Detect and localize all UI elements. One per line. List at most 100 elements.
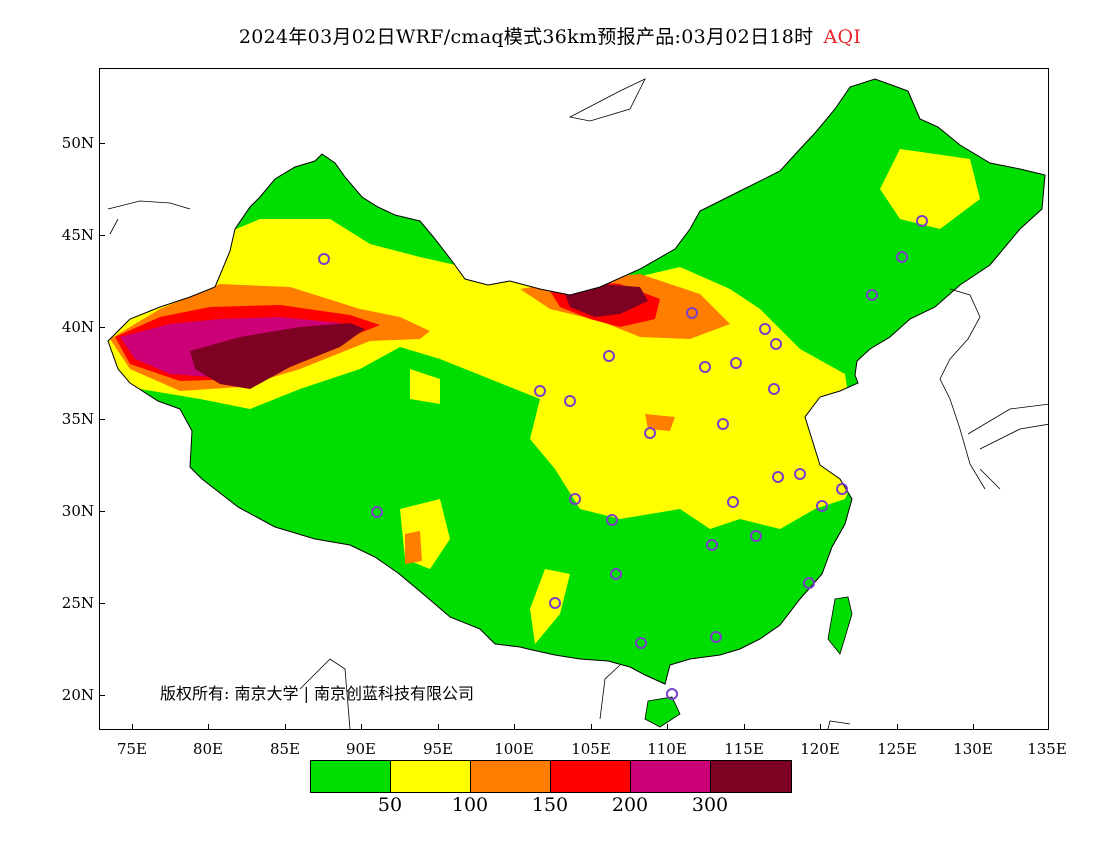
station-marker: [772, 471, 784, 483]
station-marker: [666, 688, 678, 700]
station-marker: [803, 577, 815, 589]
station-marker: [564, 395, 576, 407]
station-marker: [794, 468, 806, 480]
lon-tick: [744, 724, 745, 730]
aqi-legend: [310, 760, 792, 793]
lat-label-30n: 30N: [61, 502, 94, 520]
copyright-notice: 版权所有: 南京大学 | 南京创蓝科技有限公司: [160, 684, 475, 703]
lat-label-50n: 50N: [61, 134, 94, 152]
lon-tick: [667, 724, 668, 730]
legend-swatch-unhealthy: [551, 761, 631, 792]
station-marker: [836, 483, 848, 495]
lon-label-80e: 80E: [192, 740, 224, 758]
station-marker: [730, 357, 742, 369]
region-moderate-northeast: [880, 149, 980, 229]
station-marker: [644, 427, 656, 439]
lon-label-105e: 105E: [571, 740, 611, 758]
lon-label-135e: 135E: [1027, 740, 1067, 758]
station-marker: [816, 500, 828, 512]
station-marker: [727, 496, 739, 508]
lon-tick: [208, 724, 209, 730]
station-marker: [635, 637, 647, 649]
japan-coast: [967, 403, 1048, 490]
station-marker: [759, 323, 771, 335]
station-marker: [569, 493, 581, 505]
lat-label-40n: 40N: [61, 318, 94, 336]
taiwan: [827, 596, 853, 655]
region-moderate-qinghai: [410, 369, 440, 404]
balkhash-lake: [107, 200, 191, 235]
station-marker: [699, 361, 711, 373]
lat-tick: [99, 511, 105, 512]
station-marker: [371, 506, 383, 518]
legend-label-300: 300: [691, 794, 729, 816]
title-variable: AQI: [823, 26, 862, 48]
station-marker: [706, 539, 718, 551]
lat-tick: [99, 695, 105, 696]
station-marker: [916, 215, 928, 227]
region-hazardous-alxa: [565, 284, 648, 317]
lon-label-75e: 75E: [116, 740, 148, 758]
station-marker: [770, 338, 782, 350]
lat-label-45n: 45N: [61, 226, 94, 244]
station-marker: [896, 251, 908, 263]
lon-label-110e: 110E: [647, 740, 687, 758]
station-marker: [318, 253, 330, 265]
station-marker: [750, 530, 762, 542]
region-moderate-yunnan: [530, 569, 570, 644]
legend-swatch-usg: [471, 761, 551, 792]
lon-tick: [438, 724, 439, 730]
lon-tick: [897, 724, 898, 730]
lat-tick: [99, 143, 105, 144]
station-marker: [606, 514, 618, 526]
southern-coasts: [299, 658, 851, 729]
title-text: 2024年03月02日WRF/cmaq模式36km预报产品:03月02日18时: [238, 26, 814, 48]
station-marker: [534, 385, 546, 397]
station-marker: [686, 307, 698, 319]
lon-label-115e: 115E: [724, 740, 764, 758]
map-frame: [99, 68, 1049, 730]
lon-tick: [591, 724, 592, 730]
lat-label-25n: 25N: [61, 594, 94, 612]
legend-label-50: 50: [377, 794, 403, 816]
lon-label-120e: 120E: [800, 740, 840, 758]
lon-label-100e: 100E: [494, 740, 534, 758]
lat-label-35n: 35N: [61, 410, 94, 428]
lat-tick: [99, 327, 105, 328]
station-marker: [603, 350, 615, 362]
aqi-map: [107, 78, 1048, 729]
hainan: [644, 696, 681, 728]
baikal-lake: [568, 78, 646, 122]
station-marker: [768, 383, 780, 395]
lat-tick: [99, 235, 105, 236]
lon-label-90e: 90E: [345, 740, 377, 758]
legend-swatch-very-unhealthy: [631, 761, 711, 792]
station-marker: [866, 289, 878, 301]
station-marker: [710, 631, 722, 643]
legend-label-200: 200: [611, 794, 649, 816]
station-markers: [318, 215, 928, 700]
region-usg-tibet: [405, 531, 422, 564]
lon-tick: [514, 724, 515, 730]
legend-swatch-moderate: [391, 761, 471, 792]
lon-tick: [361, 724, 362, 730]
legend-swatch-good: [311, 761, 391, 792]
legend-label-150: 150: [531, 794, 569, 816]
lon-label-95e: 95E: [422, 740, 454, 758]
lon-tick: [973, 724, 974, 730]
map-title: 2024年03月02日WRF/cmaq模式36km预报产品:03月02日18时 A…: [0, 22, 1100, 49]
region-usg-henan: [645, 414, 675, 431]
station-marker: [610, 568, 622, 580]
lon-tick: [285, 724, 286, 730]
lon-label-85e: 85E: [269, 740, 301, 758]
station-marker: [549, 597, 561, 609]
lon-label-130e: 130E: [953, 740, 993, 758]
lon-label-125e: 125E: [877, 740, 917, 758]
lon-tick: [132, 724, 133, 730]
region-hazardous-tarim: [190, 323, 365, 389]
lat-label-20n: 20N: [61, 686, 94, 704]
lon-tick: [820, 724, 821, 730]
legend-swatch-hazardous: [711, 761, 791, 792]
station-marker: [717, 418, 729, 430]
legend-label-100: 100: [451, 794, 489, 816]
